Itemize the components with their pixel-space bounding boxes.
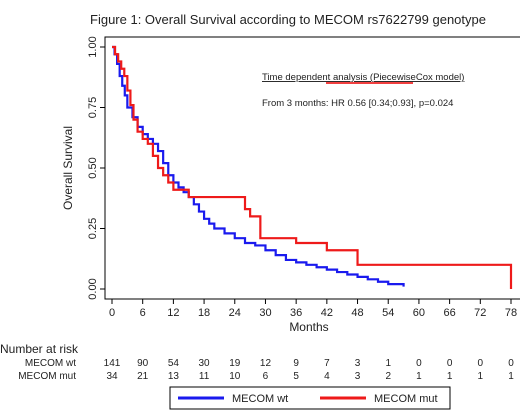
y-tick-label-1: 0.25 <box>87 218 99 239</box>
risk-value-1-12: 1 <box>478 371 484 382</box>
y-axis: 0.00 0.25 0.50 0.75 1.00 <box>87 36 105 300</box>
legend-label-mut: MECOM mut <box>374 393 438 405</box>
y-tick-label-4: 1.00 <box>87 36 99 57</box>
x-tick-label-13: 78 <box>505 307 517 319</box>
annotation-hr: From 3 months: HR 0.56 [0.34;0.93], p=0.… <box>262 98 453 109</box>
risk-value-1-2: 13 <box>168 371 180 382</box>
risk-value-1-5: 6 <box>263 371 269 382</box>
y-axis-label: Overall Survival <box>61 126 75 210</box>
y-tick-label-3: 0.75 <box>87 97 99 118</box>
risk-value-0-11: 0 <box>447 358 453 369</box>
series-layer <box>112 45 513 289</box>
x-tick-label-12: 72 <box>474 307 486 319</box>
legend: MECOM wt MECOM mut <box>169 386 451 410</box>
x-tick-label-4: 24 <box>229 307 241 319</box>
risk-value-1-10: 1 <box>416 371 422 382</box>
x-tick-label-9: 54 <box>382 307 394 319</box>
risk-value-1-13: 1 <box>508 371 514 382</box>
risk-table-title: Number at risk <box>0 342 79 356</box>
risk-value-1-9: 2 <box>385 371 391 382</box>
risk-table-values: 141 90 54 30 19 12 9 7 3 1 0 0 0 034 21 13 11 10 6 5 4 3 2 1 1 1 1 <box>104 358 515 382</box>
risk-value-0-0: 141 <box>104 358 121 369</box>
risk-value-0-4: 19 <box>229 358 241 369</box>
risk-row-label-wt: MECOM wt <box>25 358 76 369</box>
risk-value-1-0: 34 <box>106 371 118 382</box>
risk-value-0-10: 0 <box>416 358 422 369</box>
risk-value-1-3: 11 <box>199 371 210 382</box>
risk-value-1-6: 5 <box>293 371 299 382</box>
x-axis: 0 6 12 18 24 30 36 42 48 54 60 66 72 78 <box>109 299 517 319</box>
x-tick-label-1: 6 <box>140 307 146 319</box>
x-tick-label-6: 36 <box>290 307 302 319</box>
risk-value-0-12: 0 <box>478 358 484 369</box>
annotation-title: Time dependent analysis (PiecewiseCox mo… <box>262 72 464 83</box>
risk-value-0-6: 9 <box>293 358 299 369</box>
risk-value-0-1: 90 <box>137 358 149 369</box>
risk-value-0-3: 30 <box>199 358 211 369</box>
risk-value-0-8: 3 <box>355 358 361 369</box>
chart-title: Figure 1: Overall Survival according to … <box>90 12 486 27</box>
legend-label-wt: MECOM wt <box>232 393 288 405</box>
x-tick-label-7: 42 <box>321 307 333 319</box>
series-line-1 <box>112 45 513 289</box>
x-tick-label-0: 0 <box>109 307 115 319</box>
risk-value-0-9: 1 <box>385 358 391 369</box>
legend-box <box>169 386 451 410</box>
plot-frame <box>104 36 520 300</box>
y-tick-label-0: 0.00 <box>87 278 99 299</box>
x-tick-label-8: 48 <box>351 307 363 319</box>
risk-value-0-13: 0 <box>508 358 514 369</box>
risk-value-0-5: 12 <box>260 358 272 369</box>
x-tick-label-11: 66 <box>443 307 455 319</box>
y-tick-label-2: 0.50 <box>87 157 99 178</box>
x-axis-label: Months <box>289 320 328 334</box>
risk-value-1-4: 10 <box>229 371 241 382</box>
x-tick-label-2: 12 <box>167 307 179 319</box>
risk-value-1-11: 1 <box>447 371 453 382</box>
risk-value-1-1: 21 <box>137 371 149 382</box>
risk-value-0-2: 54 <box>168 358 180 369</box>
x-tick-label-3: 18 <box>198 307 210 319</box>
x-tick-label-10: 60 <box>413 307 425 319</box>
risk-value-1-8: 3 <box>355 371 361 382</box>
x-tick-label-5: 30 <box>259 307 271 319</box>
risk-row-label-mut: MECOM mut <box>18 371 76 382</box>
risk-value-1-7: 4 <box>324 371 330 382</box>
risk-value-0-7: 7 <box>324 358 330 369</box>
